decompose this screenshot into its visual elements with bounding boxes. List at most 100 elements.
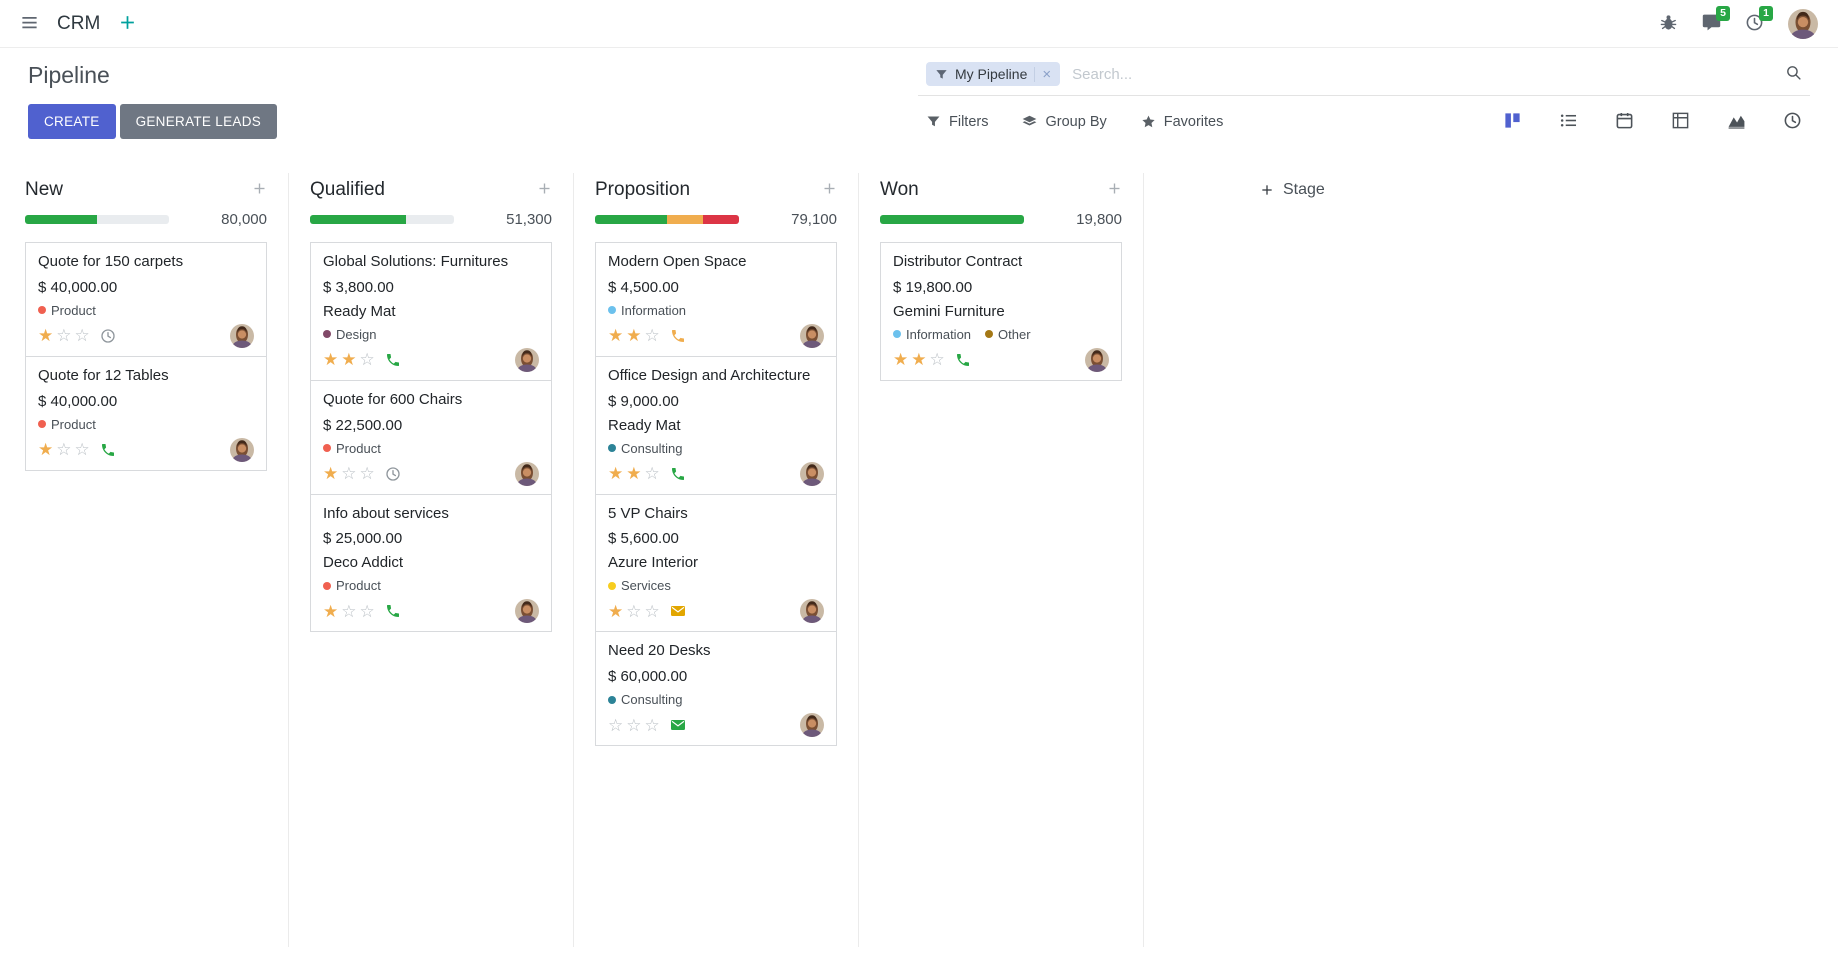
column-title[interactable]: Qualified [310, 179, 385, 200]
star-empty-icon[interactable]: ☆ [74, 440, 90, 459]
avatar[interactable] [1085, 347, 1109, 372]
card-priority-stars[interactable]: ★ ☆ ☆ [608, 603, 660, 620]
user-avatar[interactable] [1788, 8, 1818, 39]
star-filled-icon[interactable]: ★ [38, 440, 54, 459]
card-priority-stars[interactable]: ★ ★ ☆ [608, 327, 660, 344]
card-priority-stars[interactable]: ★ ★ ☆ [893, 351, 945, 368]
kanban-card[interactable]: Quote for 600 Chairs $ 22,500.00 Product… [310, 379, 552, 495]
phone-activity-icon[interactable] [955, 352, 971, 368]
star-empty-icon[interactable]: ☆ [359, 464, 375, 483]
column-title[interactable]: Won [880, 179, 919, 200]
progress-segment-success[interactable] [25, 215, 97, 224]
star-filled-icon[interactable]: ★ [323, 350, 339, 370]
star-empty-icon[interactable]: ☆ [359, 350, 375, 370]
column-progressbar[interactable] [25, 215, 169, 224]
column-progressbar[interactable] [595, 215, 739, 224]
phone-activity-icon[interactable] [385, 603, 401, 619]
card-priority-stars[interactable]: ★ ☆ ☆ [323, 465, 375, 482]
star-empty-icon[interactable]: ☆ [74, 326, 90, 346]
star-filled-icon[interactable]: ★ [341, 350, 357, 370]
view-kanban-button[interactable] [1503, 111, 1522, 133]
progress-segment-danger[interactable] [703, 215, 739, 224]
star-empty-icon[interactable]: ☆ [359, 601, 375, 621]
search-button[interactable] [1785, 64, 1802, 84]
search-facet[interactable]: My Pipeline × [926, 62, 1061, 86]
avatar[interactable] [800, 461, 824, 486]
avatar[interactable] [515, 347, 539, 372]
view-list-button[interactable] [1559, 111, 1578, 133]
phone-activity-icon[interactable] [670, 328, 686, 344]
debug-button[interactable] [1659, 13, 1678, 35]
phone-activity-icon[interactable] [670, 466, 686, 482]
group-by-menu-button[interactable]: Group By [1022, 114, 1107, 130]
star-empty-icon[interactable]: ☆ [56, 440, 72, 459]
card-priority-stars[interactable]: ★ ★ ☆ [323, 351, 375, 368]
facet-remove-icon[interactable]: × [1034, 66, 1051, 82]
star-filled-icon[interactable]: ★ [38, 326, 54, 346]
star-filled-icon[interactable]: ★ [626, 326, 642, 346]
search-input[interactable] [1070, 64, 1775, 84]
star-filled-icon[interactable]: ★ [608, 464, 624, 483]
quick-create-button[interactable] [1107, 181, 1122, 199]
avatar[interactable] [230, 323, 254, 348]
add-stage-column[interactable]: Stage [1260, 181, 1325, 199]
kanban-card[interactable]: Info about services $ 25,000.00 Deco Add… [310, 493, 552, 633]
view-calendar-button[interactable] [1615, 111, 1634, 133]
avatar[interactable] [800, 323, 824, 348]
star-empty-icon[interactable]: ☆ [608, 715, 624, 735]
envelope-activity-icon[interactable] [670, 603, 686, 619]
avatar[interactable] [515, 599, 539, 624]
star-empty-icon[interactable]: ☆ [644, 715, 660, 735]
star-empty-icon[interactable]: ☆ [644, 464, 660, 483]
star-empty-icon[interactable]: ☆ [626, 715, 642, 735]
star-empty-icon[interactable]: ☆ [626, 601, 642, 621]
quick-create-button[interactable] [537, 181, 552, 199]
kanban-card[interactable]: Quote for 150 carpets $ 40,000.00 Produc… [25, 242, 267, 357]
card-priority-stars[interactable]: ★ ★ ☆ [608, 465, 660, 482]
quick-create-button[interactable] [252, 181, 267, 199]
phone-activity-icon[interactable] [100, 442, 116, 458]
star-filled-icon[interactable]: ★ [626, 464, 642, 483]
messages-button[interactable]: 5 [1702, 5, 1730, 35]
star-empty-icon[interactable]: ☆ [644, 601, 660, 621]
progress-segment-success[interactable] [880, 215, 1024, 224]
avatar[interactable] [230, 437, 254, 462]
avatar[interactable] [800, 599, 824, 624]
apps-menu-button[interactable] [20, 13, 39, 35]
avatar[interactable] [800, 713, 824, 737]
star-filled-icon[interactable]: ★ [911, 350, 927, 370]
clock-activity-icon[interactable] [100, 328, 116, 344]
column-progressbar[interactable] [310, 215, 454, 224]
card-priority-stars[interactable]: ☆ ☆ ☆ [608, 717, 660, 734]
app-name[interactable]: CRM [57, 12, 101, 34]
star-empty-icon[interactable]: ☆ [929, 350, 945, 370]
progress-segment-success[interactable] [595, 215, 667, 224]
avatar[interactable] [515, 461, 539, 486]
create-button[interactable]: CREATE [28, 104, 116, 139]
activities-button[interactable]: 1 [1745, 5, 1773, 35]
kanban-card[interactable]: Modern Open Space $ 4,500.00 Information… [595, 242, 837, 357]
star-empty-icon[interactable]: ☆ [56, 326, 72, 346]
view-activity-button[interactable] [1783, 111, 1802, 133]
kanban-card[interactable]: Quote for 12 Tables $ 40,000.00 Product … [25, 355, 267, 471]
card-priority-stars[interactable]: ★ ☆ ☆ [38, 441, 90, 458]
kanban-card[interactable]: Distributor Contract $ 19,800.00 Gemini … [880, 242, 1122, 381]
card-priority-stars[interactable]: ★ ☆ ☆ [38, 327, 90, 344]
progress-segment-warning[interactable] [667, 215, 703, 224]
view-graph-button[interactable] [1727, 111, 1746, 133]
quick-create-button[interactable] [822, 181, 837, 199]
filters-menu-button[interactable]: Filters [926, 114, 988, 130]
star-empty-icon[interactable]: ☆ [341, 601, 357, 621]
column-progressbar[interactable] [880, 215, 1024, 224]
quick-add-button[interactable] [118, 13, 137, 35]
star-filled-icon[interactable]: ★ [608, 601, 624, 621]
kanban-card[interactable]: Global Solutions: Furnitures $ 3,800.00 … [310, 242, 552, 381]
column-title[interactable]: Proposition [595, 179, 691, 200]
star-filled-icon[interactable]: ★ [323, 601, 339, 621]
column-title[interactable]: New [25, 179, 64, 200]
kanban-card[interactable]: Need 20 Desks $ 60,000.00 Consulting ☆ ☆ ☆ [595, 631, 837, 746]
kanban-card[interactable]: Office Design and Architecture $ 9,000.0… [595, 355, 837, 495]
star-filled-icon[interactable]: ★ [608, 326, 624, 346]
generate-leads-button[interactable]: GENERATE LEADS [119, 104, 278, 139]
clock-activity-icon[interactable] [385, 466, 401, 482]
